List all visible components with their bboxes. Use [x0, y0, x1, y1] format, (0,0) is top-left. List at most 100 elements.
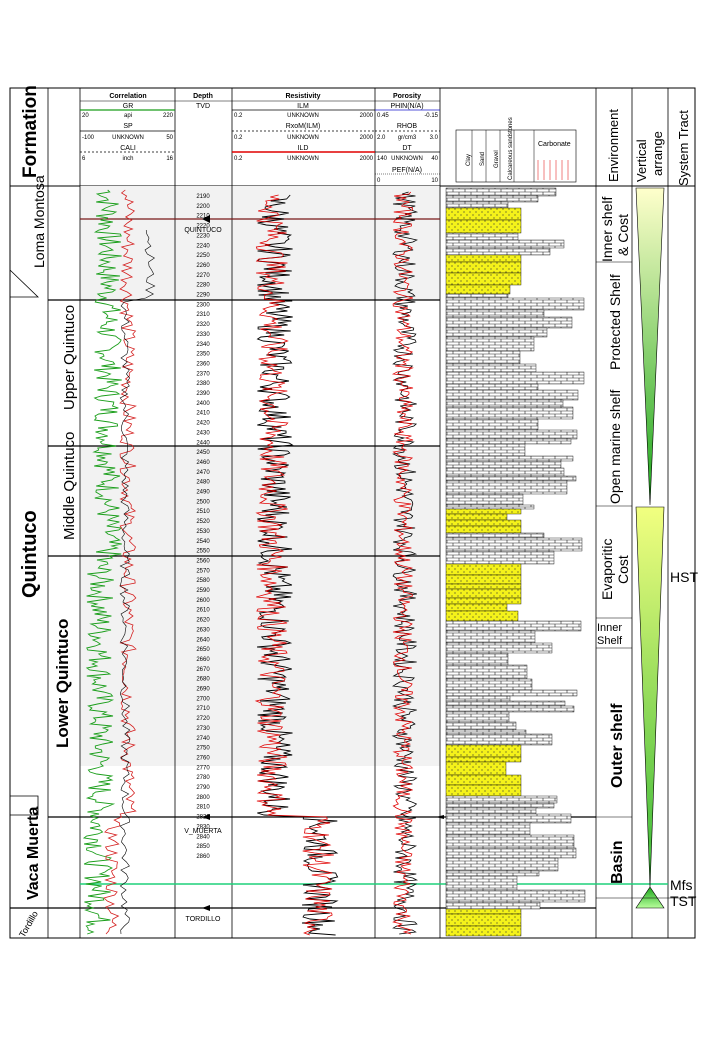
carbonate-bed: [445, 443, 526, 457]
depth-label: 2620: [196, 618, 210, 624]
carbonate-bed: [445, 389, 579, 401]
cali-unit: inch: [122, 156, 133, 162]
env-inner-shelf-cost: Inner shelf: [599, 197, 615, 262]
depth-label: 2540: [196, 539, 210, 545]
carbonate-bed: [445, 201, 509, 209]
carbonate-bed: [445, 729, 527, 735]
env-inner-shelf-2: Shelf: [597, 635, 623, 647]
vertical-arrange-header: Vertical: [634, 139, 649, 182]
sand-bed: [445, 254, 522, 263]
depth-label: 2750: [196, 746, 210, 752]
cali-min: 6: [82, 156, 86, 162]
sand-bed: [445, 219, 522, 234]
depth-scale: 2190 2200 2210 2220 2230 2240 2250 2260 2270 2280…: [196, 194, 210, 860]
carbonate-bed: [445, 733, 553, 746]
env-evaporitic: Evaporitic: [599, 539, 615, 600]
carbonate-bed: [445, 532, 545, 539]
formation-lower-quintuco: Lower Quintuco: [53, 619, 72, 748]
environment-header: Environment: [606, 109, 621, 182]
sand-bed: [445, 513, 508, 521]
gr-min: 20: [82, 113, 89, 119]
carbonate-bed: [445, 371, 585, 385]
sand-bed: [445, 284, 511, 295]
lith-carbonate: Carbonate: [538, 141, 571, 148]
depth-label: 2740: [196, 736, 210, 742]
lith-sand: Sand: [480, 152, 486, 166]
depth-label: 2400: [196, 401, 210, 407]
depth-label: 2780: [196, 775, 210, 781]
carbonate-bed: [445, 350, 521, 365]
depth-label: 2570: [196, 568, 210, 574]
log-curves: [82, 189, 419, 936]
formation-middle-quintuco: Middle Quintuco: [61, 432, 78, 540]
carbonate-bed: [445, 700, 566, 707]
depth-label: 2370: [196, 371, 210, 377]
ild-unit: UNKNOWN: [287, 156, 319, 162]
carbonate-bed: [445, 460, 562, 469]
formation-loma-montosa: Loma Montosa: [31, 175, 47, 268]
rxo-min: 0.2: [234, 135, 243, 141]
carbonate-bed: [445, 664, 528, 680]
ilm-name: ILM: [297, 103, 309, 110]
carbonate-bed: [445, 187, 557, 197]
carbonate-bed: [445, 363, 537, 373]
sand-bed: [445, 774, 522, 786]
depth-sub: TVD: [196, 103, 210, 110]
log-curve: [103, 189, 137, 935]
carbonate-bed: [445, 195, 539, 203]
depth-label: 2420: [196, 421, 210, 427]
phin-min: 0.45: [377, 113, 389, 119]
sand-bed: [445, 744, 522, 758]
rhob-max: 3.0: [430, 135, 439, 141]
depth-title: Depth: [193, 93, 213, 100]
depth-label: 2760: [196, 755, 210, 761]
depth-label: 2230: [196, 233, 210, 239]
sand-bed: [445, 207, 522, 221]
dt-max: 40: [431, 156, 438, 162]
carbonate-bed: [445, 689, 578, 697]
correlation-title: Correlation: [109, 93, 146, 100]
depth-label: 2350: [196, 352, 210, 358]
carbonate-bed: [445, 493, 524, 506]
rhob-min: 2.0: [377, 135, 386, 141]
pef-name: PEF(N/A): [392, 167, 422, 174]
tract-hst: HST: [670, 569, 698, 585]
regressive-triangle-bottom: [635, 506, 665, 888]
carbonate-bed: [445, 537, 583, 552]
sand-bed: [445, 610, 519, 622]
depth-label: 2810: [196, 805, 210, 811]
env-cost: Cost: [615, 555, 631, 584]
porosity-title: Porosity: [393, 93, 421, 100]
dt-min: 140: [377, 156, 388, 162]
depth-label: 2560: [196, 558, 210, 564]
depth-label: 2860: [196, 854, 210, 860]
depth-label: 2510: [196, 509, 210, 515]
gr-max: 220: [163, 113, 174, 119]
carbonate-bed: [445, 309, 545, 318]
depth-label: 2250: [196, 253, 210, 259]
depth-label: 2330: [196, 332, 210, 338]
depth-label: 2520: [196, 519, 210, 525]
depth-label: 2490: [196, 490, 210, 496]
dt-name: DT: [402, 145, 412, 152]
carbonate-bed: [445, 475, 577, 482]
vertical-arrange-header-2: arrange: [650, 131, 665, 176]
dt-unit: UNKNOWN: [391, 156, 423, 162]
depth-label: 2220: [196, 224, 210, 230]
gr-unit: api: [124, 113, 132, 119]
carbonate-bed: [445, 901, 541, 910]
ilm-unit: UNKNOWN: [287, 113, 319, 119]
carbonate-bed: [445, 504, 535, 510]
ild-name: ILD: [298, 145, 309, 152]
correlation-header: Correlation GR 20 api 220 SP -100 UNKNOW…: [80, 93, 175, 162]
env-inner-shelf-1: Inner: [597, 622, 622, 634]
carbonate-bed: [445, 429, 578, 440]
phin-max: -0.15: [424, 113, 438, 119]
top-quintuco: QUINTUCO: [184, 227, 222, 234]
carbonate-bed: [445, 870, 540, 877]
sand-bed: [445, 761, 507, 776]
resistivity-title: Resistivity: [285, 93, 320, 100]
depth-label: 2450: [196, 450, 210, 456]
depth-label: 2260: [196, 263, 210, 269]
ild-min: 0.2: [234, 156, 243, 162]
